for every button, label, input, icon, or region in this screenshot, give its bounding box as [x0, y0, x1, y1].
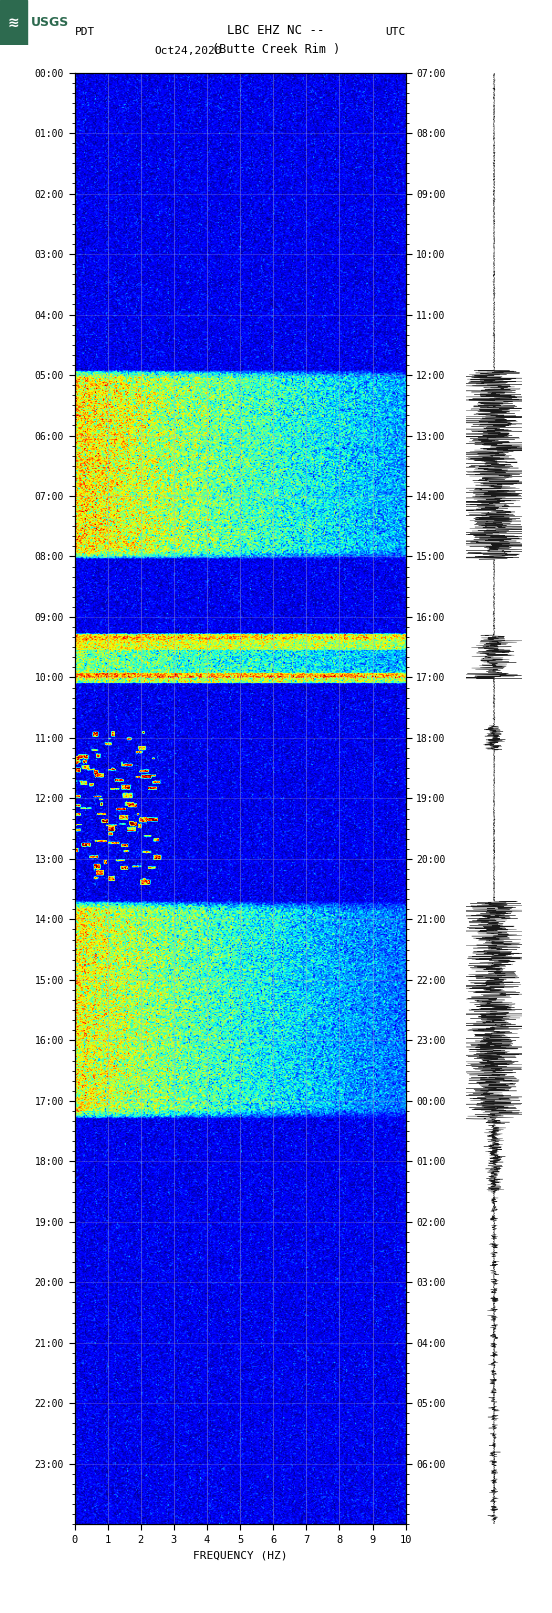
X-axis label: FREQUENCY (HZ): FREQUENCY (HZ) [193, 1550, 288, 1560]
Text: PDT: PDT [75, 27, 95, 37]
Text: ≋: ≋ [8, 16, 19, 29]
Text: USGS: USGS [31, 16, 70, 29]
Text: LBC EHZ NC --: LBC EHZ NC -- [227, 24, 325, 37]
Bar [0, 0, 27, 45]
Text: (Butte Creek Rim ): (Butte Creek Rim ) [212, 44, 340, 56]
Text: Oct24,2020: Oct24,2020 [155, 47, 222, 56]
Text: UTC: UTC [385, 27, 406, 37]
